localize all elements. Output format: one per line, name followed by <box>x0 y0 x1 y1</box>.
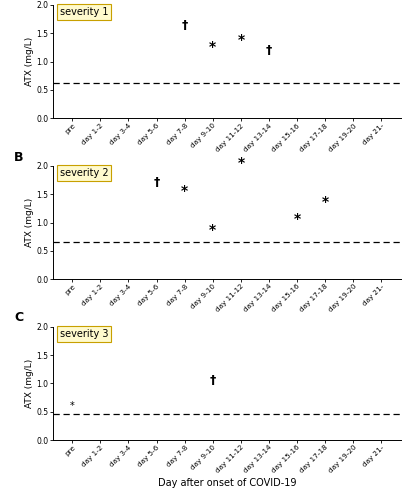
Text: *: * <box>322 195 329 209</box>
Text: B: B <box>14 150 24 164</box>
X-axis label: Day after onset of COVID-19: Day after onset of COVID-19 <box>158 478 296 488</box>
Text: *: * <box>70 401 75 411</box>
Text: †: † <box>266 44 272 57</box>
Y-axis label: ATX (mg/L): ATX (mg/L) <box>25 37 34 86</box>
Y-axis label: ATX (mg/L): ATX (mg/L) <box>25 198 34 247</box>
Text: †: † <box>181 19 188 32</box>
Text: C: C <box>14 312 23 324</box>
Text: severity 3: severity 3 <box>60 329 108 339</box>
Text: severity 2: severity 2 <box>60 168 108 178</box>
Text: *: * <box>209 223 216 237</box>
Y-axis label: ATX (mg/L): ATX (mg/L) <box>25 358 34 408</box>
Text: †: † <box>210 374 216 387</box>
Text: severity 1: severity 1 <box>60 8 108 18</box>
Text: *: * <box>237 33 244 47</box>
Text: *: * <box>209 40 216 54</box>
Text: *: * <box>237 156 244 170</box>
Text: A: A <box>14 0 24 2</box>
Text: *: * <box>181 184 188 198</box>
Text: *: * <box>294 212 301 226</box>
Text: †: † <box>153 176 160 189</box>
